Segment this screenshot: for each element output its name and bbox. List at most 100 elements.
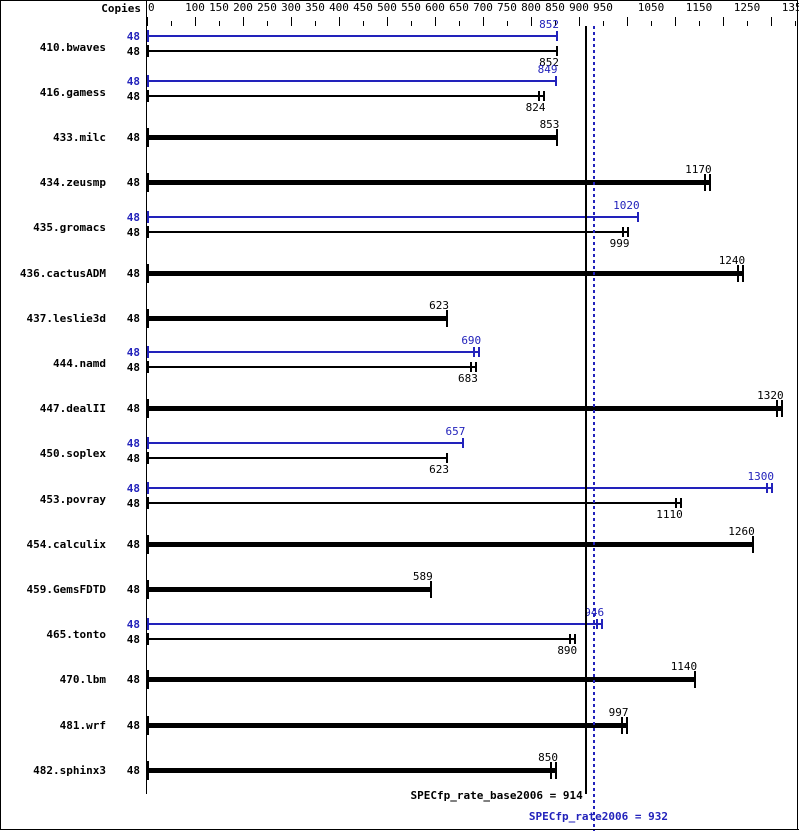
bar-end-tick bbox=[462, 437, 465, 448]
axis-tick-minor bbox=[795, 21, 796, 26]
peak-bar bbox=[147, 622, 602, 625]
copies-base: 48 bbox=[126, 763, 140, 777]
axis-tick-major bbox=[435, 17, 436, 26]
combined-bar bbox=[147, 586, 430, 592]
axis-tick-label: 150 bbox=[209, 1, 229, 14]
axis-tick-major bbox=[339, 17, 340, 26]
benchmark-name: 447.dealII bbox=[39, 402, 106, 416]
bar-value-label: 824 bbox=[525, 101, 546, 115]
bottom-rule bbox=[0, 829, 799, 830]
bar-start-cap bbox=[147, 127, 149, 147]
bar-end-tick bbox=[694, 671, 697, 689]
base-bar bbox=[147, 637, 575, 640]
bar-value-label: 623 bbox=[429, 298, 450, 312]
axis-tick-minor bbox=[507, 21, 508, 26]
axis-tick-label: 1250 bbox=[733, 1, 761, 14]
axis-tick-major bbox=[195, 17, 196, 26]
axis-tick-minor bbox=[555, 21, 556, 26]
bar-end-tick bbox=[703, 174, 706, 192]
benchmark-name: 465.tonto bbox=[46, 628, 106, 642]
peak-bar bbox=[147, 441, 463, 444]
bar-value-label: 1300 bbox=[747, 470, 775, 483]
copies-peak: 48 bbox=[126, 617, 140, 631]
bar-start-cap bbox=[147, 210, 149, 223]
bar-end-tick bbox=[625, 716, 628, 734]
bar-start-cap bbox=[147, 399, 149, 419]
axis-tick-major bbox=[771, 17, 772, 26]
bar-value-label: 852 bbox=[539, 18, 559, 31]
copies-base: 48 bbox=[126, 402, 140, 416]
combined-bar bbox=[147, 677, 695, 683]
bar-start-cap bbox=[147, 670, 149, 690]
axis-tick-label: 650 bbox=[449, 1, 469, 14]
copies-base: 48 bbox=[126, 497, 140, 510]
copies-peak: 48 bbox=[126, 346, 140, 360]
bar-end-tick bbox=[601, 618, 604, 629]
x-axis: 0 100 150 200 250 300 350 400 450 500 550 600 650 700… bbox=[147, 0, 799, 30]
bar-value-label: 850 bbox=[538, 750, 558, 764]
bar-end-tick bbox=[679, 498, 682, 508]
bar-start-cap bbox=[147, 497, 149, 509]
bar-end-tick bbox=[555, 31, 558, 41]
base-bar bbox=[147, 456, 447, 459]
copies-base: 48 bbox=[126, 266, 140, 280]
chart-row: 482.sphinx3 48 850 bbox=[0, 749, 799, 794]
chart-row: 454.calculix 48 1260 bbox=[0, 523, 799, 568]
axis-tick-label: 900 bbox=[569, 1, 589, 14]
combined-bar bbox=[147, 270, 743, 276]
copies-peak: 48 bbox=[126, 30, 140, 43]
bar-end-tick bbox=[771, 483, 773, 493]
peak-bar bbox=[147, 35, 556, 37]
bar-end-tick bbox=[550, 761, 552, 779]
base-reference-line bbox=[584, 26, 587, 794]
bar-end-tick bbox=[555, 46, 558, 56]
bar-end-tick bbox=[596, 618, 599, 629]
axis-tick-minor bbox=[651, 21, 652, 26]
bar-start-cap bbox=[147, 579, 149, 599]
copies-base: 48 bbox=[126, 718, 140, 732]
benchmark-name: 436.cactusADM bbox=[19, 266, 106, 280]
copies-peak: 48 bbox=[126, 75, 140, 89]
bar-value-label: 1320 bbox=[757, 389, 784, 403]
combined-bar bbox=[147, 541, 752, 547]
chart-row: 470.lbm 48 1140 bbox=[0, 659, 799, 704]
bar-end-tick bbox=[626, 226, 629, 237]
bar-end-tick bbox=[574, 633, 577, 644]
bar-end-tick bbox=[446, 452, 449, 463]
bar-start-cap bbox=[147, 436, 149, 449]
benchmark-name: 416.gamess bbox=[39, 85, 106, 99]
axis-tick-label: 450 bbox=[353, 1, 373, 14]
footer-peak-label: SPECfp_rate2006 = 932 bbox=[528, 810, 668, 823]
bar-start-cap bbox=[147, 263, 149, 283]
bar-value-label: 1170 bbox=[685, 163, 712, 177]
combined-bar bbox=[147, 134, 557, 140]
bar-end-tick bbox=[446, 309, 449, 327]
copies-base: 48 bbox=[126, 311, 140, 325]
bar-value-label: 1020 bbox=[613, 198, 640, 212]
axis-tick-major bbox=[531, 17, 532, 26]
axis-tick-minor bbox=[747, 21, 748, 26]
chart-row: 450.soplex 48 48 657 623 bbox=[0, 425, 799, 478]
copies-base: 48 bbox=[126, 582, 140, 596]
copies-header-label: Copies bbox=[101, 2, 141, 15]
chart-row: 410.bwaves 48 48 852 852 bbox=[0, 18, 799, 71]
copies-base: 48 bbox=[126, 130, 140, 144]
axis-tick-label: 750 bbox=[497, 1, 517, 14]
chart-row: 481.wrf 48 997 bbox=[0, 704, 799, 749]
peak-bar bbox=[147, 351, 479, 354]
axis-tick-label: 350 bbox=[305, 1, 325, 14]
bar-value-label: 623 bbox=[429, 462, 450, 476]
bar-start-cap bbox=[147, 45, 149, 57]
base-bar bbox=[147, 95, 543, 98]
footer-base-label: SPECfp_rate_base2006 = 914 bbox=[410, 789, 583, 802]
axis-tick-major bbox=[147, 17, 148, 26]
bar-value-label: 1140 bbox=[670, 660, 698, 674]
bar-value-label: 690 bbox=[461, 334, 482, 348]
chart-row: 465.tonto4848946890 bbox=[0, 606, 799, 659]
bar-value-label: 589 bbox=[412, 569, 433, 583]
axis-tick-label: 800 bbox=[521, 1, 541, 14]
benchmark-name: 459.GemsFDTD bbox=[26, 582, 106, 596]
bar-value-label: 997 bbox=[608, 705, 629, 719]
bar-value-label: 852 bbox=[539, 56, 559, 69]
